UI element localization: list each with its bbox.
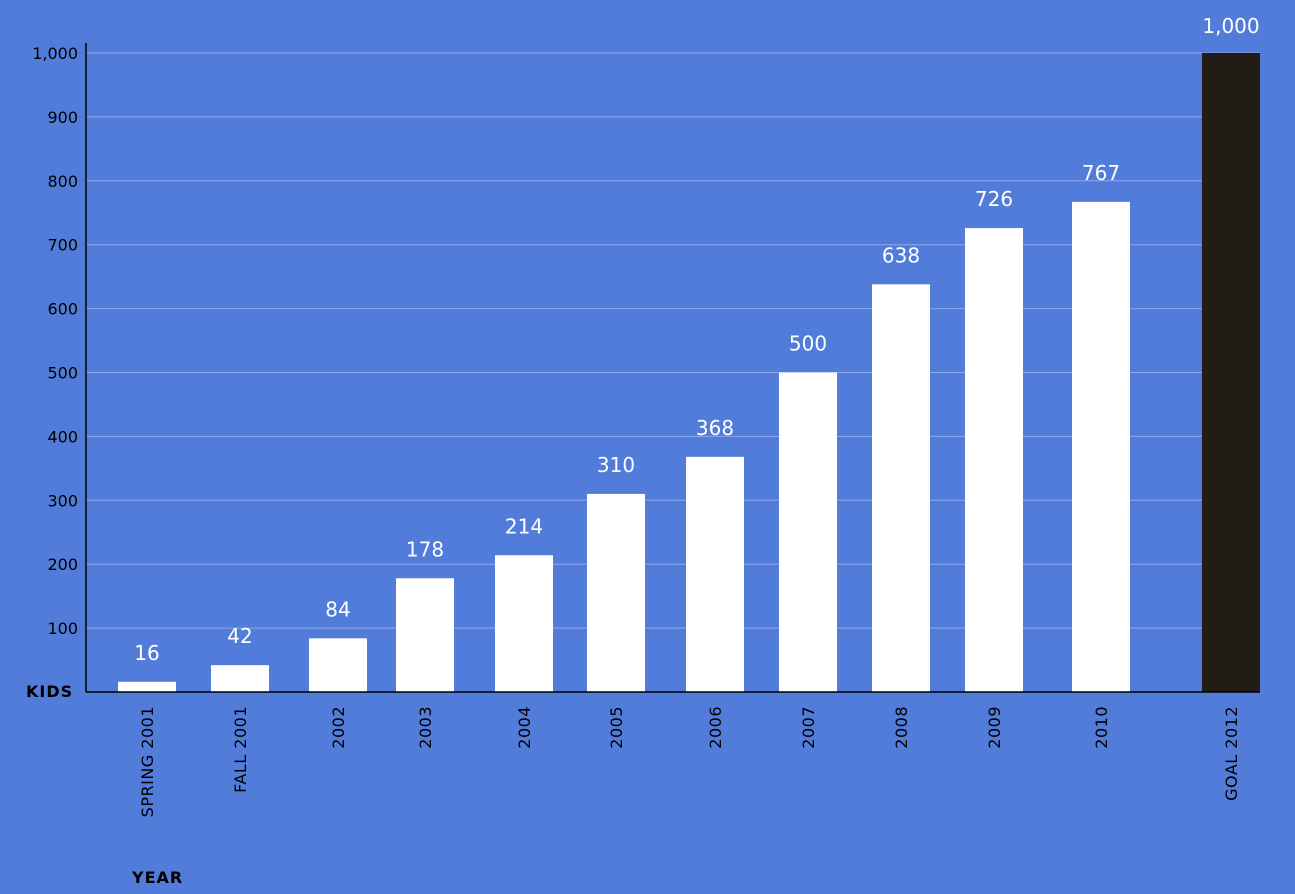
bar <box>495 555 553 692</box>
bar <box>686 456 744 692</box>
bars <box>118 53 1260 692</box>
category-label: 2008 <box>892 706 911 749</box>
bar <box>118 681 176 692</box>
category-label: 2006 <box>706 706 725 749</box>
category-label: 2009 <box>985 706 1004 749</box>
bar <box>1072 201 1130 692</box>
y-tick-label: 1,000 <box>32 44 78 63</box>
value-label: 368 <box>696 416 734 440</box>
category-label: 2004 <box>515 706 534 749</box>
y-tick-label: 800 <box>47 172 78 191</box>
gridlines <box>86 52 1260 629</box>
value-label: 500 <box>789 332 827 356</box>
value-label: 638 <box>882 243 920 267</box>
category-label: 2010 <box>1092 706 1111 749</box>
bar <box>396 578 454 692</box>
y-tick-label: 500 <box>47 364 78 383</box>
value-label: 726 <box>975 187 1013 211</box>
y-tick-label: 100 <box>47 619 78 638</box>
bar <box>211 665 269 692</box>
value-label: 42 <box>227 624 252 648</box>
y-tick-label: 900 <box>47 108 78 127</box>
y-tick-label: 200 <box>47 555 78 574</box>
category-label: FALL 2001 <box>231 706 250 793</box>
value-label: 767 <box>1082 161 1120 185</box>
bar <box>872 284 930 692</box>
y-tick-label: 300 <box>47 491 78 510</box>
category-label: 2003 <box>416 706 435 749</box>
value-label: 178 <box>406 537 444 561</box>
value-label: 16 <box>134 641 159 665</box>
y-tick-label: 400 <box>47 427 78 446</box>
goal-bar <box>1202 53 1260 692</box>
x-axis-title: YEAR <box>131 868 183 887</box>
bar <box>965 228 1023 692</box>
value-label: 310 <box>597 453 635 477</box>
bar <box>779 372 837 692</box>
value-label: 84 <box>325 597 350 621</box>
category-label: 2002 <box>329 706 348 749</box>
bar <box>587 493 645 692</box>
category-label: 2005 <box>607 706 626 749</box>
category-label: GOAL 2012 <box>1222 706 1241 801</box>
category-label: 2007 <box>799 706 818 749</box>
value-labels: 16 42 84 178 214 310 368 500 638 726 767 1,000 <box>134 14 1259 665</box>
value-label: 1,000 <box>1202 14 1259 38</box>
bar <box>309 638 367 692</box>
category-labels: SPRING 2001 FALL 2001 2002 2003 2004 2005 2006… <box>138 706 1241 817</box>
y-tick-label: 600 <box>47 300 78 319</box>
category-label: SPRING 2001 <box>138 706 157 817</box>
y-tick-labels: 100 200 300 400 500 600 700 800 900 1,000 <box>32 44 78 638</box>
y-axis-title: KIDS <box>26 682 73 701</box>
y-tick-label: 700 <box>47 236 78 255</box>
value-label: 214 <box>505 514 543 538</box>
